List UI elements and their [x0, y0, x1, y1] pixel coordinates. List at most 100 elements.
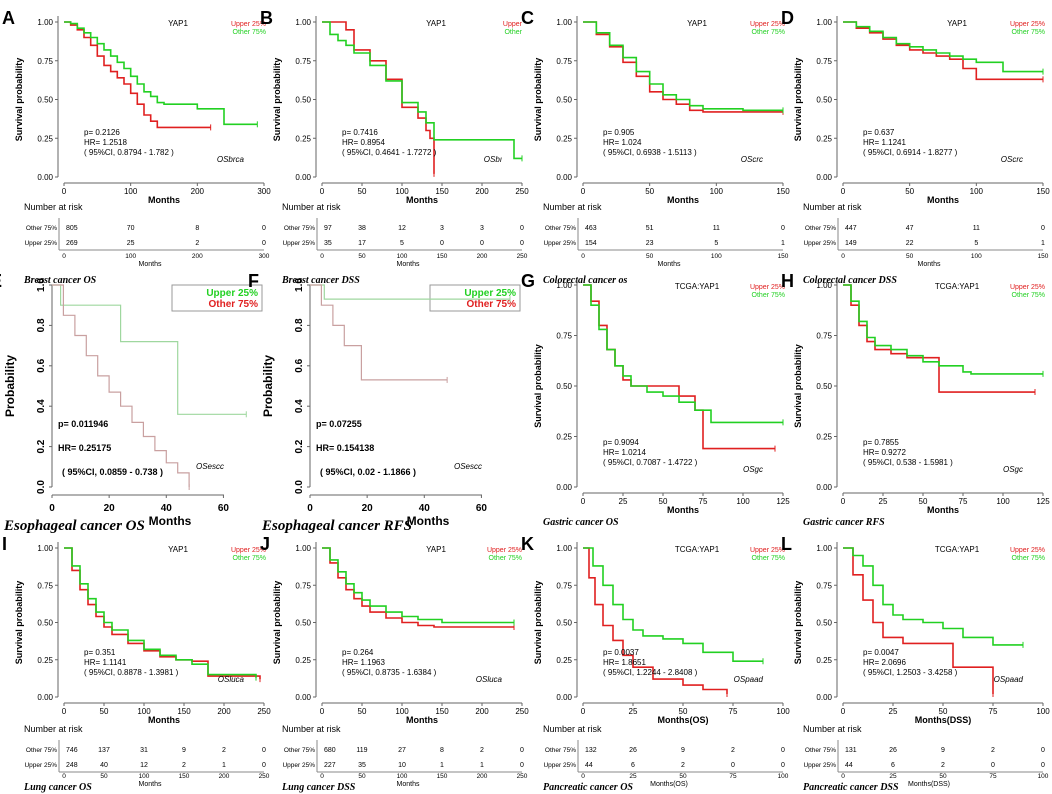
- stat-line-2: ( 95%CI, 0.02 - 1.1866 ): [320, 467, 416, 477]
- risk-value: 26: [889, 747, 897, 754]
- risk-tick-label: 50: [358, 773, 366, 780]
- x-tick-label: 60: [476, 503, 488, 514]
- risk-tick-label: 0: [581, 253, 585, 260]
- x-tick-label: 250: [515, 707, 529, 716]
- panel-tag: OSpaad: [734, 675, 764, 684]
- legend-other: Other 75%: [233, 29, 266, 36]
- risk-value: 6: [631, 762, 635, 769]
- y-tick-label: 1.00: [295, 544, 311, 553]
- panel-tag: OSbrca: [217, 155, 245, 164]
- risk-value: 26: [629, 747, 637, 754]
- risk-value: 0: [520, 225, 524, 232]
- risk-value: 31: [140, 747, 148, 754]
- y-tick-label: 0.6: [36, 358, 47, 372]
- stat-line-0: p= 0.2126: [84, 128, 120, 137]
- km-curve-other: [322, 21, 522, 160]
- risk-value: 5: [400, 240, 404, 247]
- x-tick-label: 75: [729, 707, 738, 716]
- risk-row-label: Upper 25%: [24, 240, 57, 247]
- stat-line-2: ( 95%CI, 1.2503 - 3.4258 ): [863, 668, 958, 677]
- stat-line-2: ( 95%CI, 0.7087 - 1.4722 ): [603, 458, 698, 467]
- stat-line-0: p= 0.351: [84, 648, 116, 657]
- risk-tick-label: 100: [971, 253, 982, 260]
- chart-title: TCGA:YAP1: [935, 545, 980, 554]
- risk-tick-label: 75: [729, 773, 737, 780]
- risk-row-label: Upper 25%: [543, 762, 576, 769]
- x-tick-label: 100: [395, 707, 409, 716]
- risk-tick-label: 0: [320, 253, 324, 260]
- risk-tick-label: 100: [125, 253, 136, 260]
- y-tick-label: 0.4: [294, 399, 305, 413]
- panel-K: K 0.00 0.25 0.50 0.75 1.00 0 25 50 75 100 Survival …: [521, 534, 790, 793]
- y-axis-label: Survival probability: [272, 581, 282, 665]
- risk-row-label: Other 75%: [545, 225, 576, 232]
- x-axis-label: Months: [406, 715, 438, 725]
- stat-line-2: ( 95%CI, 0.8735 - 1.6384 ): [342, 668, 437, 677]
- risk-title: Number at risk: [803, 724, 862, 734]
- risk-row-label: Other 75%: [26, 747, 57, 754]
- legend-other: Other 75%: [233, 555, 266, 562]
- chart-title: YAP1: [687, 19, 707, 28]
- stat-line-1: HR= 1.1141: [84, 658, 127, 667]
- risk-value: 0: [731, 762, 735, 769]
- x-tick-label: 100: [1036, 707, 1050, 716]
- risk-value: 0: [781, 225, 785, 232]
- risk-xlabel: Months: [658, 261, 681, 268]
- x-tick-label: 0: [841, 187, 846, 196]
- y-axis-label: Survival probability: [14, 581, 24, 665]
- stat-line-0: p= 0.0037: [603, 648, 639, 657]
- x-axis-label: Months: [667, 505, 699, 515]
- panel-label-B: B: [260, 8, 273, 28]
- stat-line-2: ( 95%CI, 0.4641 - 1.7272 ): [342, 148, 437, 157]
- km-curve-other: [843, 284, 1043, 375]
- x-tick-label: 0: [581, 187, 586, 196]
- risk-title: Number at risk: [282, 202, 341, 212]
- stat-line-1: HR= 1.8651: [603, 658, 646, 667]
- km-curve-other: [583, 284, 783, 424]
- x-axis-label: Months: [149, 514, 192, 528]
- risk-row-label: Other 75%: [545, 747, 576, 754]
- risk-value: 22: [906, 240, 914, 247]
- panel-tag: OSluca: [218, 675, 245, 684]
- risk-row-label: Upper 25%: [543, 240, 576, 247]
- risk-value: 11: [973, 225, 980, 232]
- risk-value: 447: [845, 225, 857, 232]
- risk-value: 0: [1041, 225, 1045, 232]
- y-tick-label: 0.75: [37, 581, 53, 590]
- risk-title: Number at risk: [543, 724, 602, 734]
- panel-label-I: I: [2, 534, 7, 554]
- x-tick-label: 100: [776, 707, 790, 716]
- panel-label-F: F: [248, 271, 259, 291]
- y-tick-label: 1.00: [556, 18, 572, 27]
- y-tick-label: 0.00: [295, 173, 311, 182]
- x-axis-label: Months: [407, 514, 450, 528]
- panel-label-G: G: [521, 271, 535, 291]
- y-tick-label: 0.2: [36, 439, 47, 453]
- chart-title: TCGA:YAP1: [675, 545, 720, 554]
- panel-tag: OSgc: [1003, 465, 1023, 474]
- x-tick-label: 150: [1036, 187, 1050, 196]
- stat-line-1: HR= 2.0696: [863, 658, 906, 667]
- risk-tick-label: 50: [358, 253, 366, 260]
- y-axis-label: Survival probability: [272, 58, 282, 142]
- x-axis-label: Months(DSS): [915, 715, 972, 725]
- x-tick-label: 100: [137, 707, 151, 716]
- risk-value: 0: [520, 762, 524, 769]
- risk-value: 44: [585, 762, 593, 769]
- risk-value: 227: [324, 762, 336, 769]
- y-tick-label: 0.25: [295, 134, 311, 143]
- km-curve-other: [52, 284, 190, 487]
- stat-line-1: HR= 1.024: [603, 138, 642, 147]
- risk-value: 1: [781, 240, 785, 247]
- y-tick-label: 0.50: [295, 619, 311, 628]
- x-tick-label: 50: [939, 707, 948, 716]
- panel-tag: OSbı: [484, 155, 502, 164]
- stat-line-2: ( 95%CI, 0.0859 - 0.738 ): [62, 467, 163, 477]
- x-tick-label: 50: [358, 187, 367, 196]
- km-curve-other: [64, 21, 258, 126]
- panel-H: H 0.00 0.25 0.50 0.75 1.00 0 25 50 75 100 125 Surviv…: [781, 271, 1050, 528]
- risk-tick-label: 200: [192, 253, 203, 260]
- risk-tick-label: 250: [517, 773, 528, 780]
- risk-value: 1: [222, 762, 226, 769]
- risk-value: 25: [127, 240, 135, 247]
